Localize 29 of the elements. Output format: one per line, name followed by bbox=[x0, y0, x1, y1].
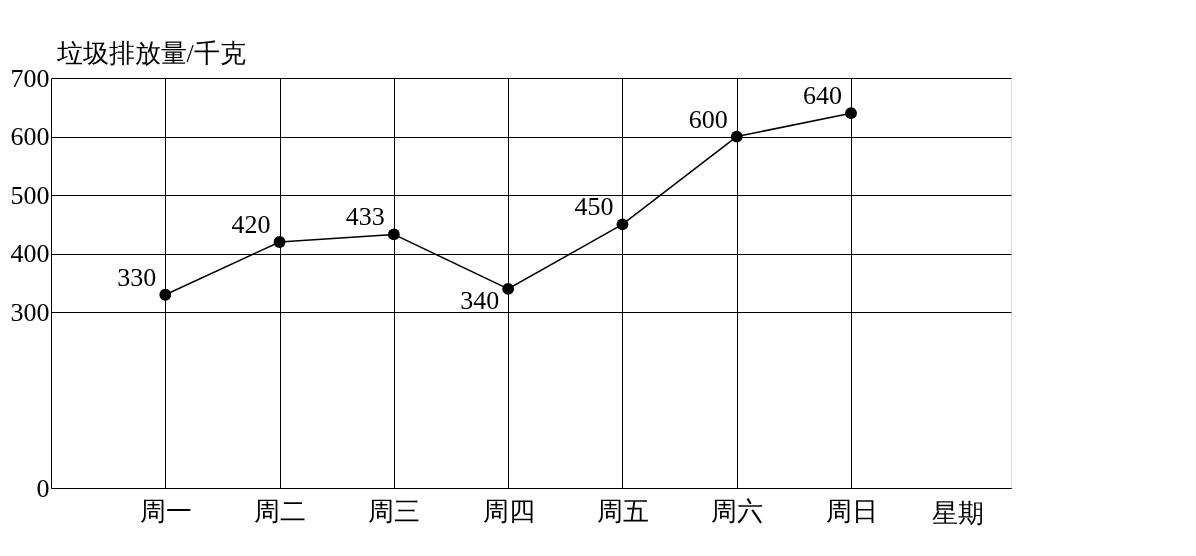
point bbox=[502, 282, 515, 295]
data-label: 640 bbox=[803, 81, 842, 111]
y-axis-title: 垃圾排放量/千克 bbox=[55, 38, 246, 68]
point bbox=[730, 130, 743, 143]
y-tick-label: 0 bbox=[36, 473, 50, 503]
x-tick-label: 周二 bbox=[254, 496, 307, 526]
x-tick-label: 周三 bbox=[368, 496, 421, 526]
point bbox=[616, 218, 629, 231]
point bbox=[273, 236, 286, 248]
x-tick-label: 周五 bbox=[596, 496, 649, 526]
x-axis-title: 星期 bbox=[931, 498, 984, 528]
data-label: 330 bbox=[117, 262, 157, 292]
point bbox=[845, 107, 857, 120]
point bbox=[387, 228, 400, 241]
y-tick-label: 400 bbox=[10, 239, 50, 269]
y-tick-label: 500 bbox=[10, 180, 50, 210]
x-tick-label: 周日 bbox=[825, 496, 878, 526]
y-tick-label: 600 bbox=[10, 122, 50, 152]
y-tick-label: 300 bbox=[10, 297, 50, 327]
x-tick-label: 周四 bbox=[482, 496, 535, 526]
y-tick-label: 700 bbox=[10, 63, 50, 93]
data-label: 420 bbox=[231, 210, 271, 239]
x-tick-label: 周六 bbox=[711, 496, 764, 526]
data-label: 433 bbox=[345, 202, 385, 232]
data-label: 600 bbox=[688, 104, 728, 134]
data-label: 450 bbox=[574, 192, 614, 222]
x-tick-label: 周一 bbox=[139, 496, 192, 526]
data-label: 340 bbox=[460, 285, 500, 315]
point bbox=[159, 288, 172, 301]
